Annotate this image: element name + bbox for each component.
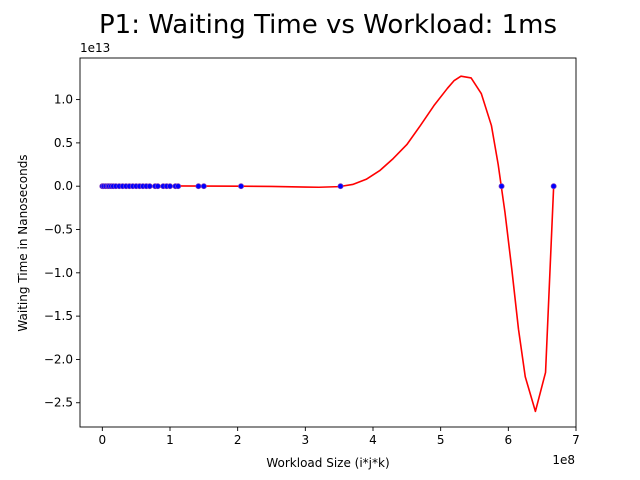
data-point	[200, 183, 207, 190]
data-point	[167, 183, 173, 190]
x-axis-label: Workload Size (i*j*k)	[266, 456, 389, 470]
data-point	[195, 183, 202, 190]
y-tick-label: −2.5	[44, 396, 73, 410]
axes-frame	[79, 57, 577, 428]
y-tick-label: 0.5	[54, 136, 73, 150]
chart-title: P1: Waiting Time vs Workload: 1ms	[99, 10, 557, 40]
data-point	[146, 183, 153, 190]
data-point	[337, 183, 344, 190]
y-tick-label: −2.0	[44, 352, 73, 366]
fit-line	[102, 75, 555, 413]
data-point	[154, 183, 161, 190]
x-tick-label: 4	[369, 433, 377, 447]
y-tick-label: 0.0	[54, 179, 73, 193]
y-tick-label: −0.5	[44, 223, 73, 237]
y-tick-label: 1.0	[54, 93, 73, 107]
data-point	[238, 183, 244, 190]
data-point	[498, 183, 505, 190]
x-tick-label: 3	[302, 433, 310, 447]
data-point	[550, 183, 557, 190]
x-tick-label: 7	[572, 433, 580, 447]
x-offset-label: 1e8	[552, 453, 575, 467]
y-tick-label: −1.5	[44, 309, 73, 323]
x-tick-label: 0	[99, 433, 107, 447]
x-tick-label: 6	[505, 433, 513, 447]
y-offset-label: 1e13	[80, 41, 110, 55]
x-tick-label: 1	[166, 433, 174, 447]
x-tick-label: 2	[234, 433, 242, 447]
x-tick-label: 5	[437, 433, 445, 447]
data-point	[175, 183, 182, 190]
y-tick-label: −1.0	[44, 266, 73, 280]
y-axis-label: Waiting Time in Nanoseconds	[16, 154, 30, 331]
plot-area: 0 1 2 3 4 5 6 7 1.0 0.5 0.0 −0.5 −1.0 −1.5 −2.0 −2.5	[44, 57, 580, 447]
